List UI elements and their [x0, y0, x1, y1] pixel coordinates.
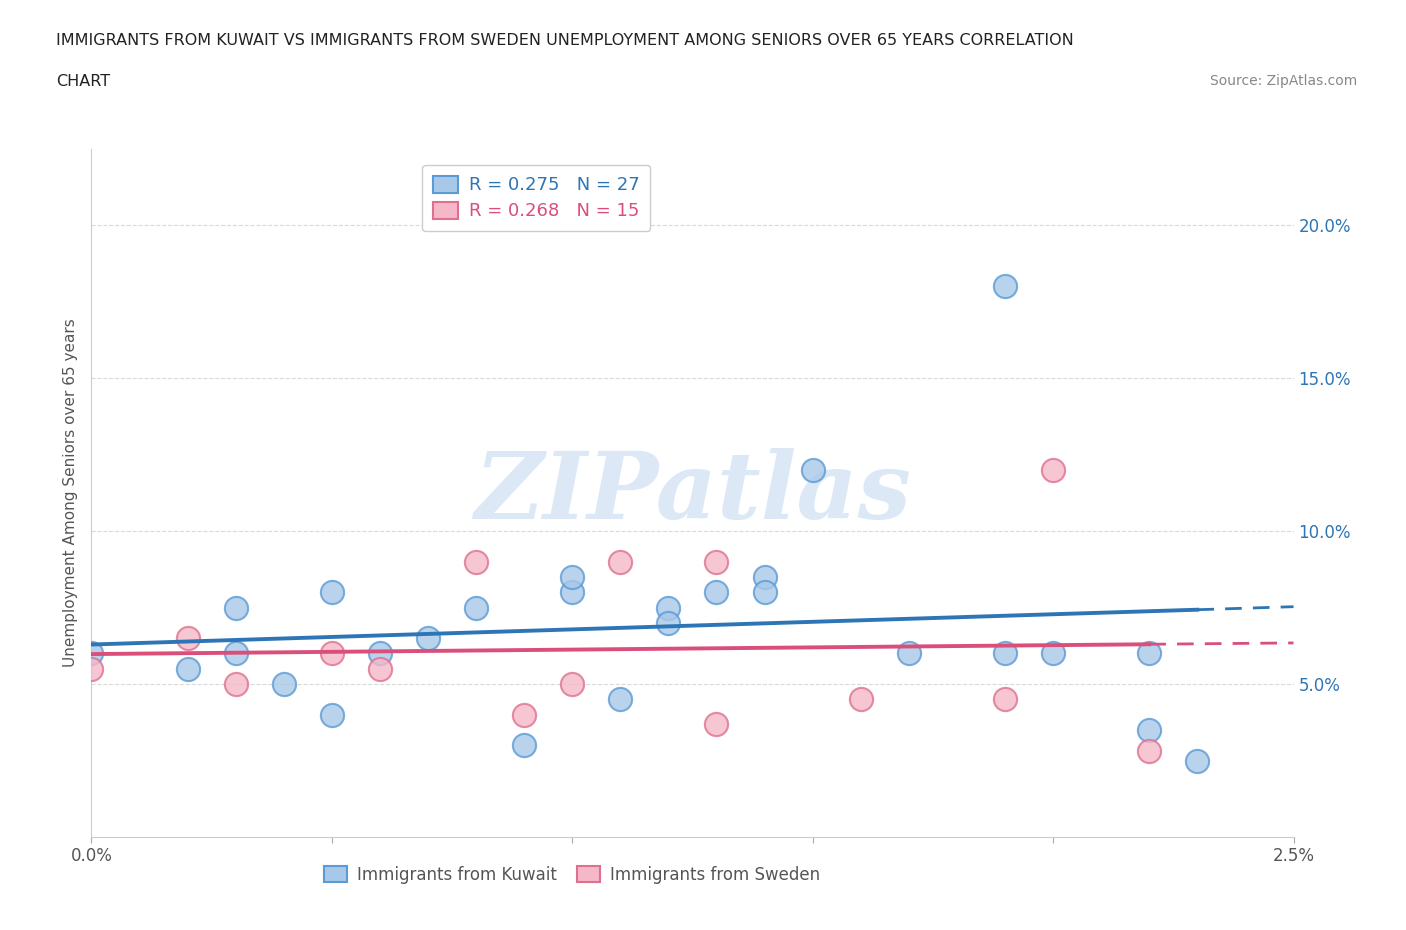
- Point: [706, 554, 728, 569]
- Point: [321, 646, 343, 661]
- Point: [754, 569, 776, 584]
- Point: [80, 661, 103, 676]
- Point: [897, 646, 920, 661]
- Point: [1137, 744, 1160, 759]
- Point: [849, 692, 872, 707]
- Point: [368, 661, 391, 676]
- Point: [561, 569, 583, 584]
- Point: [225, 677, 247, 692]
- Point: [994, 692, 1017, 707]
- Point: [465, 600, 488, 615]
- Point: [513, 737, 536, 752]
- Legend: Immigrants from Kuwait, Immigrants from Sweden: Immigrants from Kuwait, Immigrants from …: [314, 856, 831, 894]
- Point: [80, 646, 103, 661]
- Point: [1042, 462, 1064, 477]
- Text: CHART: CHART: [56, 74, 110, 89]
- Point: [609, 554, 631, 569]
- Point: [225, 600, 247, 615]
- Point: [706, 585, 728, 600]
- Y-axis label: Unemployment Among Seniors over 65 years: Unemployment Among Seniors over 65 years: [63, 319, 79, 668]
- Text: ZIPatlas: ZIPatlas: [474, 448, 911, 538]
- Point: [416, 631, 439, 645]
- Point: [561, 585, 583, 600]
- Point: [1187, 753, 1209, 768]
- Point: [754, 585, 776, 600]
- Point: [321, 707, 343, 722]
- Point: [706, 716, 728, 731]
- Point: [801, 462, 824, 477]
- Point: [176, 631, 198, 645]
- Point: [176, 661, 198, 676]
- Point: [1137, 723, 1160, 737]
- Point: [994, 646, 1017, 661]
- Point: [1042, 646, 1064, 661]
- Point: [994, 279, 1017, 294]
- Point: [1137, 646, 1160, 661]
- Point: [657, 616, 679, 631]
- Point: [225, 646, 247, 661]
- Point: [513, 707, 536, 722]
- Point: [368, 646, 391, 661]
- Point: [273, 677, 295, 692]
- Point: [561, 677, 583, 692]
- Point: [321, 585, 343, 600]
- Text: IMMIGRANTS FROM KUWAIT VS IMMIGRANTS FROM SWEDEN UNEMPLOYMENT AMONG SENIORS OVER: IMMIGRANTS FROM KUWAIT VS IMMIGRANTS FRO…: [56, 33, 1074, 47]
- Text: Source: ZipAtlas.com: Source: ZipAtlas.com: [1209, 74, 1357, 88]
- Point: [465, 554, 488, 569]
- Point: [657, 600, 679, 615]
- Point: [609, 692, 631, 707]
